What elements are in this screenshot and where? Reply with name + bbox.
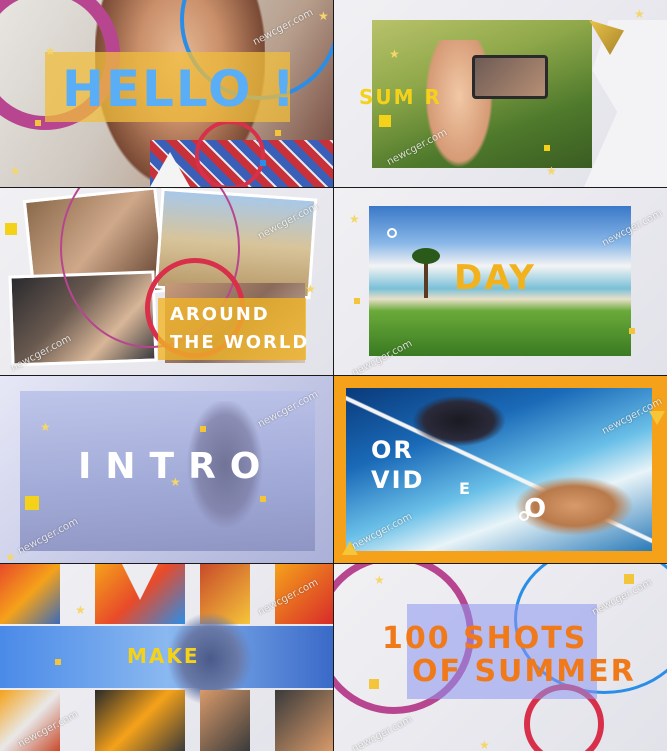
confetti	[35, 120, 41, 126]
vid-text: VID	[371, 466, 425, 494]
hello-text: HELLO !	[62, 60, 297, 118]
star-icon: ★	[10, 164, 21, 178]
confetti	[55, 659, 61, 665]
confetti	[275, 130, 281, 136]
panel-intro[interactable]: INTRO ★ ★ ★ newcger.com newcger.com	[0, 376, 333, 563]
panel-make[interactable]: MAKE ★ newcger.com newcger.com	[0, 564, 333, 751]
small-ring	[387, 228, 397, 238]
confetti	[260, 496, 266, 502]
panel-around-the-world[interactable]: AROUND THE WORLD ★ newcger.com newcger.c…	[0, 188, 333, 375]
triangle-shape	[342, 541, 358, 555]
the-world-text: THE WORLD	[170, 332, 310, 353]
beach-photo	[369, 206, 631, 356]
letter-tile-1	[0, 564, 60, 624]
small-ring	[519, 511, 529, 521]
letter-tile-5	[0, 690, 60, 751]
title-box	[407, 604, 597, 699]
star-icon: ★	[75, 603, 86, 617]
palm-tree	[424, 258, 428, 298]
confetti	[629, 328, 635, 334]
letter-tile-7	[200, 690, 250, 751]
letter-tile-4	[275, 564, 333, 624]
star-icon: ★	[318, 9, 329, 23]
star-icon: ★	[5, 550, 16, 563]
star-icon: ★	[546, 164, 557, 178]
confetti	[260, 160, 266, 166]
confetti	[354, 298, 360, 304]
star-icon: ★	[170, 475, 181, 489]
star-icon: ★	[305, 282, 316, 296]
panel-summer[interactable]: SUM R ★ ★ ★ newcger.com	[334, 0, 667, 187]
star-icon: ★	[479, 738, 490, 751]
watermark-text: newcger.com	[350, 714, 415, 751]
panel-or-video[interactable]: OR VID E O newcger.com newcger.com	[334, 376, 667, 563]
star-icon: ★	[634, 7, 645, 21]
letter-tile-8	[275, 690, 333, 751]
person-silhouette	[180, 401, 270, 541]
swimmer-figure	[504, 471, 644, 541]
e-text: E	[459, 479, 472, 498]
confetti	[379, 115, 391, 127]
confetti	[624, 574, 634, 584]
star-icon: ★	[40, 420, 51, 434]
confetti	[200, 426, 206, 432]
confetti	[25, 496, 39, 510]
palm-leaves	[412, 248, 440, 264]
intro-text: INTRO	[78, 446, 275, 487]
around-text: AROUND	[170, 304, 270, 325]
confetti	[369, 679, 379, 689]
100-shots-text: 100 SHOTS	[382, 621, 588, 656]
letter-tile-6	[95, 690, 185, 751]
triangle-shape	[150, 152, 190, 187]
star-icon: ★	[45, 44, 56, 58]
star-icon: ★	[349, 212, 360, 226]
white-shard	[584, 20, 667, 187]
panel-day[interactable]: DAY ★ newcger.com newcger.com	[334, 188, 667, 375]
surfer-figure	[404, 391, 514, 451]
o-text: O	[524, 494, 549, 524]
star-icon: ★	[374, 573, 385, 587]
triangle-shape	[649, 411, 665, 425]
or-text: OR	[371, 436, 414, 464]
phone-screen	[472, 55, 548, 99]
red-ring	[195, 120, 265, 187]
panel-100-shots[interactable]: 100 SHOTS OF SUMMER ★ ★ newcger.com newc…	[334, 564, 667, 751]
confetti	[5, 223, 17, 235]
make-text: MAKE	[127, 644, 200, 668]
star-icon: ★	[389, 47, 400, 61]
of-summer-text: OF SUMMER	[412, 654, 636, 689]
panel-hello[interactable]: HELLO ! ★ ★ ★ newcger.com	[0, 0, 333, 187]
confetti	[544, 145, 550, 151]
day-text: DAY	[454, 258, 536, 298]
title-box	[158, 298, 306, 360]
title-box	[45, 52, 290, 122]
summer-text: SUM R	[359, 85, 442, 109]
